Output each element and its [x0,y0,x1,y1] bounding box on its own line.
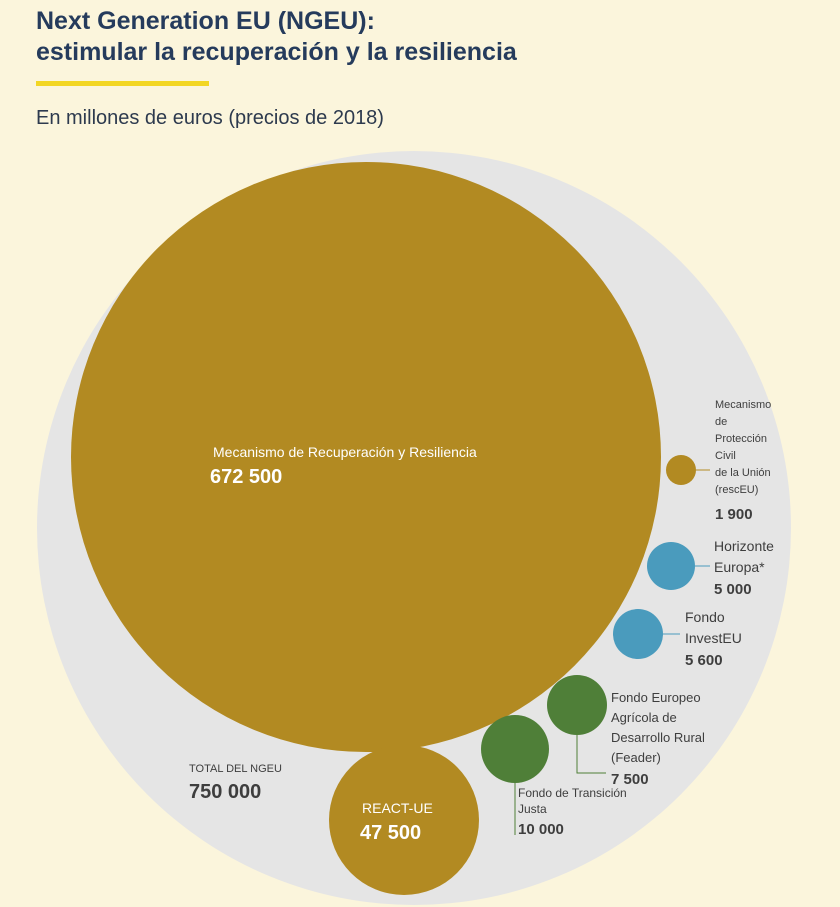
label-ftj-value: 10 000 [518,821,564,838]
label-ftj-name-1: Fondo de Transición [518,786,627,800]
label-resceu-name-4: Civil [715,450,736,462]
page-title: Next Generation EU (NGEU): estimular la … [36,6,816,68]
label-feader-value: 7 500 [611,771,649,788]
title-accent-bar [36,81,209,86]
label-resceu-name-5: de la Unión [715,467,771,479]
label-react-value: 47 500 [360,822,421,844]
label-feader-name-4: (Feader) [611,750,661,765]
title-line-2: estimular la recuperación y la resilienc… [36,38,517,66]
bubble-mrr [71,162,661,752]
bubble-react-ue [329,745,479,895]
label-resceu-name-2: de [715,416,727,428]
label-horizonte-value: 5 000 [714,581,752,598]
bubble-ftj [481,715,549,783]
label-total-name: TOTAL DEL NGEU [189,763,282,775]
title-line-1: Next Generation EU (NGEU): [36,7,375,35]
label-resceu-value: 1 900 [715,506,753,523]
leader-line-feader [576,735,606,774]
label-investeu-value: 5 600 [685,652,723,669]
bubble-resceu [666,455,696,485]
label-investeu-name-1: Fondo [685,609,725,625]
bubble-horizonte [647,542,695,590]
label-horizonte-name-1: Horizonte [714,538,774,554]
bubble-investeu [613,609,663,659]
label-mrr-name: Mecanismo de Recuperación y Resiliencia [213,444,477,460]
label-resceu-name-1: Mecanismo [715,399,771,411]
label-feader-name-1: Fondo Europeo [611,690,701,705]
label-total-value: 750 000 [189,781,261,803]
bubble-feader [547,675,607,735]
label-resceu-name-6: (rescEU) [715,484,758,496]
label-feader-name-3: Desarrollo Rural [611,730,705,745]
label-feader-name-2: Agrícola de [611,710,677,725]
chart-subtitle: En millones de euros (precios de 2018) [36,107,384,129]
label-horizonte-name-2: Europa* [714,559,765,575]
label-mrr-value: 672 500 [210,466,282,488]
label-react-name: REACT-UE [362,800,433,816]
label-ftj-name-2: Justa [518,802,547,816]
label-investeu-name-2: InvestEU [685,630,742,646]
label-resceu-name-3: Protección [715,433,767,445]
